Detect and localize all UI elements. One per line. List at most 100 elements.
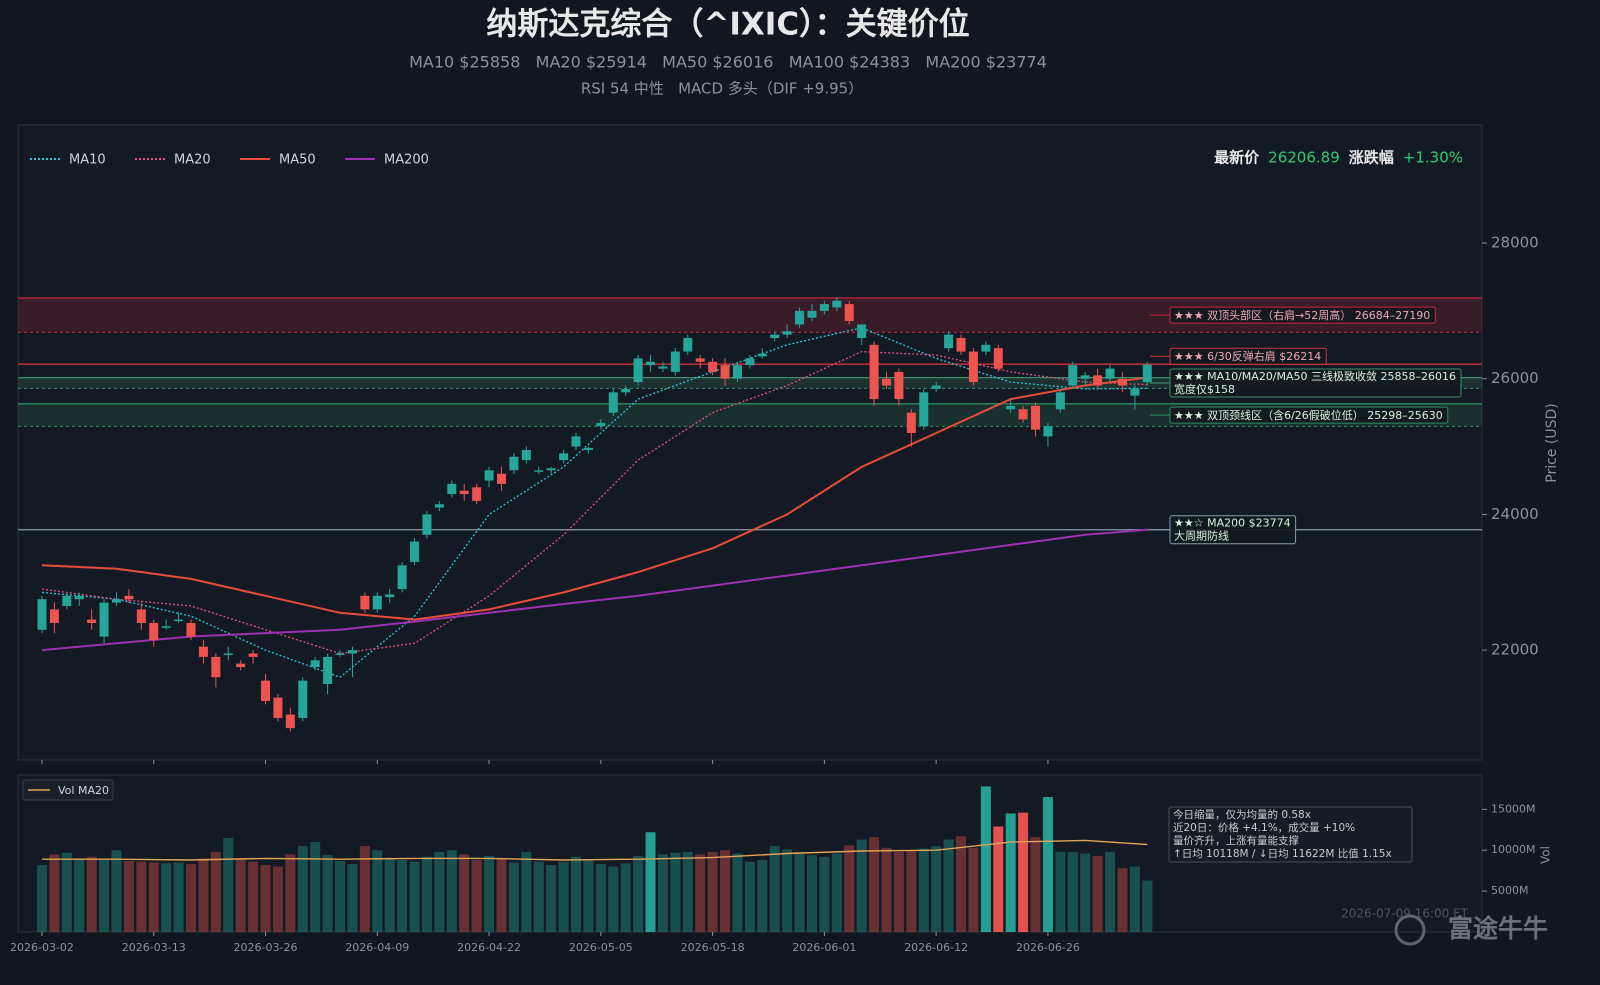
volume-bar (620, 863, 631, 932)
info-line: 今日缩量，仅为均量的 0.58x (1173, 808, 1311, 821)
volume-bar (123, 860, 134, 932)
volume-bar (335, 860, 346, 932)
volume-bar (297, 846, 308, 932)
last-price-label: 最新价 (1214, 149, 1260, 167)
volume-bar (49, 854, 60, 932)
volume-bar (856, 839, 867, 932)
volume-bar (111, 850, 122, 932)
level-annotation: ★★★ 双顶头部区（右肩→52周高） 26684–27190 (1150, 306, 1436, 324)
y-tick-label: 28000 (1491, 234, 1539, 252)
candle-body (1031, 405, 1041, 430)
candle-body (683, 338, 693, 352)
candle-body (509, 456, 519, 471)
candle-body (931, 385, 941, 389)
volume-bar (831, 853, 842, 932)
volume-bar (757, 860, 768, 932)
volume-bar (285, 854, 296, 932)
volume-bar (173, 862, 184, 932)
volume-bar (409, 861, 420, 932)
last-price: 26206.89 (1268, 149, 1340, 167)
volume-bar (806, 855, 817, 932)
volume-bar (384, 858, 395, 932)
candle-body (732, 365, 742, 379)
volume-bar (980, 786, 991, 932)
candle-body (434, 504, 444, 508)
volume-bar (595, 864, 606, 932)
candle-body (111, 599, 121, 603)
volume-bar (99, 860, 110, 932)
volume-bar (1080, 853, 1091, 932)
x-tick-label: 2026-04-22 (457, 941, 521, 954)
candle-body (919, 392, 929, 427)
candle-body (857, 324, 867, 339)
volume-bar (1092, 855, 1103, 932)
candle-body (261, 680, 271, 701)
candle-body (385, 594, 395, 598)
candle-body (1055, 392, 1065, 410)
vol-axis-label: Vol (1539, 846, 1553, 864)
candle-body (1043, 426, 1053, 437)
level-annotation: ★★★ MA10/MA20/MA50 三线极致收敛 25858–26016宽度仅… (1150, 368, 1462, 398)
volume-bar (608, 866, 619, 932)
candle-body (807, 310, 817, 318)
candle-body (37, 599, 47, 630)
level-label-box (1169, 347, 1327, 365)
volume-bar (670, 852, 681, 932)
volume-bar (186, 864, 197, 932)
y-axis-label: Price (USD) (1544, 403, 1560, 482)
volume-bar (931, 846, 942, 932)
level-label-box (1169, 368, 1462, 398)
subtitle: MA10 $25858 MA20 $25914 MA50 $26016 MA10… (409, 53, 1047, 72)
candle-body (993, 348, 1003, 369)
candle-body (894, 371, 904, 400)
x-tick-label: 2026-03-26 (234, 941, 298, 954)
candle-body (881, 378, 891, 386)
x-tick-label: 2026-05-18 (681, 941, 745, 954)
candle-body (968, 351, 978, 383)
change-label: 涨跌幅 (1349, 149, 1394, 167)
volume-bar (372, 850, 383, 932)
candle-body (1130, 388, 1140, 396)
volume-bar (248, 861, 259, 932)
volume-bar (508, 862, 519, 932)
candle-body (360, 595, 370, 610)
candle-body (981, 344, 991, 352)
volume-bar (695, 854, 706, 932)
volume-bar (769, 846, 780, 932)
candle-body (621, 388, 631, 393)
volume-bar (956, 836, 967, 932)
candle-body (496, 473, 506, 484)
candle-body (521, 449, 531, 461)
candle-body (956, 338, 966, 352)
candle-body (658, 366, 668, 369)
candle-body (74, 595, 84, 600)
candle-body (844, 304, 854, 322)
candle-body (347, 650, 357, 654)
volume-bar (546, 864, 557, 932)
x-tick-label: 2026-04-09 (345, 941, 409, 954)
candle-body (136, 609, 146, 623)
volume-bar (61, 852, 72, 932)
candle-body (819, 304, 829, 311)
volume-bar (1030, 837, 1041, 932)
candle-body (1068, 365, 1078, 386)
candle-body (695, 358, 705, 362)
volume-bar (210, 851, 221, 932)
volume-bar (272, 866, 283, 932)
candle-body (323, 656, 333, 685)
level-label-box (1169, 515, 1297, 545)
volume-bar (533, 861, 544, 932)
ma-line (41, 528, 1148, 652)
volume-bar (86, 856, 97, 932)
candle-body (198, 646, 208, 657)
volume-bar (136, 861, 147, 932)
legend-label: MA200 (384, 153, 429, 168)
candle-body (869, 344, 879, 400)
candle-body (1142, 364, 1152, 383)
volume-bar (484, 855, 495, 932)
volume-bar (359, 846, 370, 932)
level-label-box (1169, 306, 1436, 324)
level-band (18, 377, 1482, 389)
